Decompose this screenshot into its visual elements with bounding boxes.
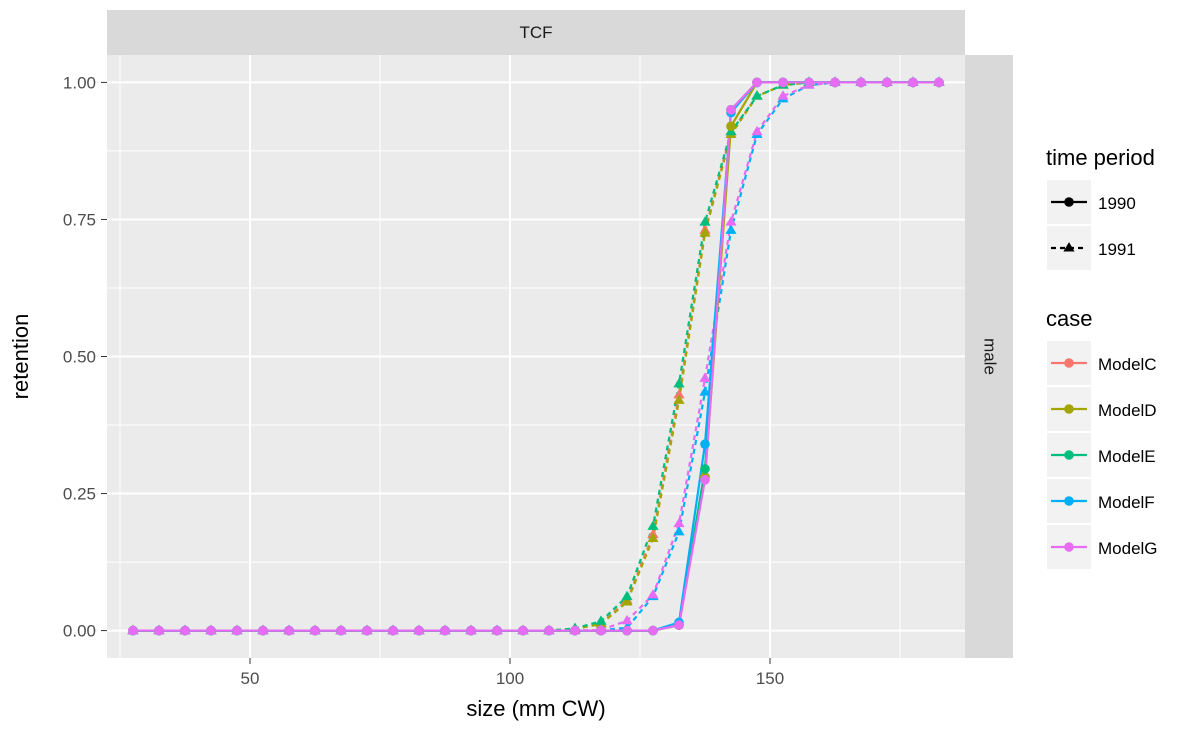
point-modelg-1990 bbox=[752, 77, 762, 88]
point-modele-1991 bbox=[699, 216, 711, 226]
y-tick-label: 0.00 bbox=[63, 622, 96, 641]
point-modelg-1990 bbox=[934, 77, 944, 88]
y-tick-label: 1.00 bbox=[63, 73, 96, 92]
point-modeld-1990 bbox=[726, 121, 736, 132]
legend-key-point-modele bbox=[1064, 450, 1074, 460]
point-modele-1991 bbox=[751, 90, 763, 100]
point-modelg-1990 bbox=[128, 625, 138, 636]
point-modelg-1990 bbox=[232, 625, 242, 636]
legend-key-point-modelc bbox=[1064, 358, 1074, 368]
point-modelf-1991 bbox=[699, 386, 711, 396]
point-modelg-1990 bbox=[336, 625, 346, 636]
point-modelg-1990 bbox=[518, 625, 528, 636]
plot-panel bbox=[107, 55, 965, 658]
legend-time-period: time period 1990 1991 bbox=[1046, 145, 1155, 270]
point-modele-1991 bbox=[621, 590, 633, 601]
point-modelg-1990 bbox=[362, 625, 372, 636]
legend-key-point-1991 bbox=[1063, 242, 1075, 252]
point-modelg-1990 bbox=[414, 625, 424, 636]
point-modelg-1990 bbox=[310, 625, 320, 636]
point-modelg-1990 bbox=[466, 625, 476, 636]
facet-strip-right: male bbox=[965, 55, 1013, 658]
point-modelg-1990 bbox=[856, 77, 866, 88]
point-modelg-1990 bbox=[388, 625, 398, 636]
point-modeld-1991 bbox=[673, 394, 685, 404]
legend-label-modelg: ModelG bbox=[1098, 539, 1158, 558]
legend-label-modeld: ModelD bbox=[1098, 401, 1157, 420]
point-modelg-1990 bbox=[258, 625, 268, 636]
legend-key-point-1990 bbox=[1064, 197, 1074, 207]
point-modelc-1991 bbox=[673, 388, 685, 399]
point-modeld-1991 bbox=[699, 227, 711, 237]
legend-label-modelc: ModelC bbox=[1098, 355, 1157, 374]
point-modelg-1990 bbox=[284, 625, 294, 636]
legend-label-modelf: ModelF bbox=[1098, 493, 1155, 512]
legend-time-period-title: time period bbox=[1046, 145, 1155, 170]
point-modelg-1990 bbox=[726, 105, 736, 115]
facet-label-top: TCF bbox=[519, 23, 552, 42]
point-modelg-1990 bbox=[882, 77, 892, 88]
point-modelg-1990 bbox=[700, 475, 710, 485]
point-modele-1991 bbox=[595, 615, 607, 625]
facet-strip-top: TCF bbox=[107, 10, 965, 55]
point-modelg-1990 bbox=[570, 625, 580, 636]
legend-key-point-modelf bbox=[1064, 496, 1074, 506]
facet-strip-top-bg bbox=[107, 10, 965, 55]
point-modelg-1990 bbox=[492, 625, 502, 636]
facet-label-right: male bbox=[981, 338, 1000, 375]
point-modelg-1990 bbox=[544, 625, 554, 636]
y-tick-label: 0.25 bbox=[63, 485, 96, 504]
point-modelg-1991 bbox=[699, 372, 711, 382]
point-modelg-1990 bbox=[908, 77, 918, 88]
legend-case-title: case bbox=[1046, 306, 1092, 331]
point-modelg-1991 bbox=[647, 589, 659, 599]
major-gridlines bbox=[107, 55, 965, 658]
legend-label-1991: 1991 bbox=[1098, 240, 1136, 259]
point-modeld-1991 bbox=[621, 596, 633, 606]
x-axis: 50 100 150 bbox=[241, 658, 784, 688]
point-modele-1991 bbox=[673, 378, 685, 388]
point-modelg-1990 bbox=[778, 77, 788, 88]
point-modelg-1990 bbox=[154, 625, 164, 636]
facet-strip-right-bg bbox=[965, 55, 1013, 658]
point-modelg-1990 bbox=[206, 625, 216, 636]
point-modele-1990 bbox=[700, 464, 710, 474]
point-modelg-1990 bbox=[804, 77, 814, 88]
x-tick-label: 150 bbox=[756, 669, 784, 688]
point-modele-1991 bbox=[647, 520, 659, 530]
legend-label-1990: 1990 bbox=[1098, 194, 1136, 213]
point-modelf-1991 bbox=[725, 224, 737, 234]
point-modelg-1991 bbox=[777, 90, 789, 100]
point-modelf-1991 bbox=[673, 526, 685, 536]
point-modelg-1990 bbox=[830, 77, 840, 88]
point-modelg-1990 bbox=[674, 620, 684, 630]
legend-case: case ModelC ModelD ModelE ModelF ModelG bbox=[1046, 306, 1158, 569]
point-modelg-1990 bbox=[648, 625, 658, 636]
point-modelg-1991 bbox=[725, 216, 737, 226]
y-tick-label: 0.50 bbox=[63, 348, 96, 367]
point-modelg-1990 bbox=[440, 625, 450, 636]
y-tick-label: 0.75 bbox=[63, 210, 96, 229]
point-modelf-1990 bbox=[700, 439, 710, 450]
legend-key-point-modeld bbox=[1064, 404, 1074, 414]
point-modelg-1991 bbox=[673, 517, 685, 528]
x-tick-label: 100 bbox=[496, 669, 524, 688]
point-modelg-1990 bbox=[180, 625, 190, 636]
x-tick-label: 50 bbox=[241, 669, 260, 688]
y-axis: 0.00 0.25 0.50 0.75 1.00 bbox=[63, 73, 107, 641]
legend-key-point-modelg bbox=[1064, 542, 1074, 552]
series-points bbox=[127, 76, 945, 636]
point-modelg-1991 bbox=[621, 614, 633, 625]
point-modelg-1990 bbox=[596, 625, 606, 636]
point-modelg-1991 bbox=[751, 125, 763, 136]
y-axis-title: retention bbox=[8, 314, 33, 400]
legend-label-modele: ModelE bbox=[1098, 447, 1156, 466]
point-modeld-1991 bbox=[647, 532, 659, 542]
x-axis-title: size (mm CW) bbox=[466, 696, 605, 721]
point-modelg-1990 bbox=[622, 625, 632, 636]
